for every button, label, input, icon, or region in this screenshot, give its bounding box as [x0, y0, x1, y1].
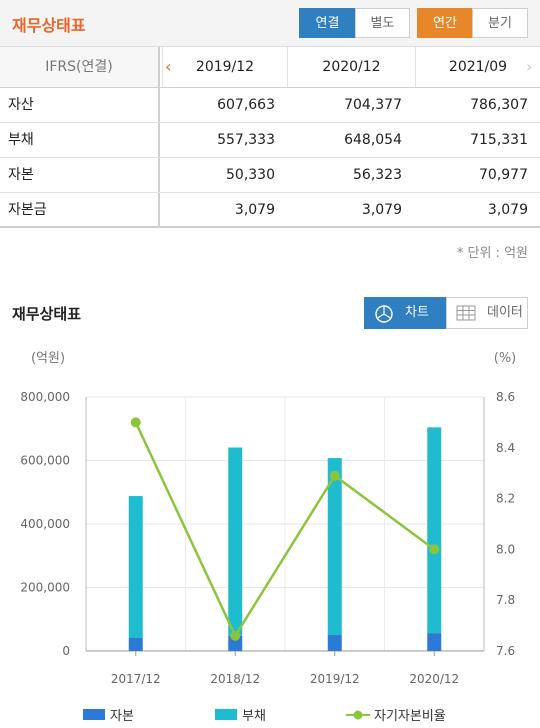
table-cell: 715,331 — [470, 132, 528, 148]
legend-label-equity-ratio: 자기자본비율 — [374, 709, 446, 724]
row-label: 자본 — [0, 158, 160, 192]
table-cell: 70,977 — [479, 167, 528, 183]
pie-chart-icon — [374, 304, 394, 336]
y-right-tick-label: 8.2 — [496, 492, 515, 506]
column-header: 2019/12 — [162, 47, 287, 87]
table-header-label: IFRS(연결) — [0, 47, 160, 87]
y-right-tick-label: 7.6 — [496, 644, 515, 658]
quarterly-button[interactable]: 분기 — [472, 8, 528, 38]
legend-label-equity: 자본 — [110, 709, 134, 724]
table-cell: 607,663 — [217, 97, 275, 113]
row-label: 자본금 — [0, 193, 160, 226]
y-left-unit-label: (억원) — [31, 351, 65, 366]
legend-swatch-liabilities — [215, 709, 237, 720]
separate-button[interactable]: 별도 — [355, 8, 410, 38]
table-cell: 557,333 — [217, 132, 275, 148]
equity-ratio-point — [429, 544, 440, 555]
table-header-row: IFRS(연결) ‹ 2019/12 2020/12 2021/09 › — [0, 47, 540, 88]
table-grid-icon — [456, 304, 476, 334]
table-row: 자본금 3,079 3,079 3,079 — [0, 193, 540, 228]
bar-liabilities — [228, 447, 243, 636]
consolidated-button[interactable]: 연결 — [299, 8, 356, 38]
table-cell: 786,307 — [470, 97, 528, 113]
y-left-tick-label: 0 — [62, 644, 70, 658]
chart-toggle-label: 차트 — [405, 305, 429, 320]
annual-button[interactable]: 연간 — [417, 8, 473, 38]
table-cell: 704,377 — [344, 97, 402, 113]
table-cell: 50,330 — [226, 167, 275, 183]
x-tick-label: 2019/12 — [310, 672, 360, 686]
table-cell: 3,079 — [361, 202, 402, 218]
data-toggle-label: 데이터 — [487, 305, 523, 320]
chart-section-title: 재무상태표 — [12, 305, 82, 323]
equity-ratio-point — [230, 630, 241, 641]
y-right-unit-label: (%) — [494, 351, 517, 366]
table-row: 부채 557,333 648,054 715,331 — [0, 123, 540, 158]
x-tick-label: 2017/12 — [111, 672, 161, 686]
page-title: 재무상태표 — [12, 16, 86, 35]
column-header: 2021/09 — [415, 47, 540, 87]
next-arrow-icon[interactable]: › — [526, 57, 533, 76]
unit-note: * 단위 : 억원 — [456, 246, 528, 261]
bar-liabilities — [327, 458, 342, 636]
x-tick-label: 2020/12 — [409, 672, 459, 686]
table-cell: 3,079 — [234, 202, 275, 218]
bar-liabilities — [427, 427, 442, 634]
y-right-tick-label: 7.8 — [496, 593, 515, 607]
equity-ratio-line — [134, 421, 435, 639]
bar-equity — [327, 635, 342, 651]
bar-liabilities — [128, 496, 143, 638]
financial-chart: (억원) (%) 800,000 600,000 400,000 200,000 0 8.6 8… — [20, 351, 517, 686]
bar-equity — [128, 637, 143, 651]
y-left-tick-label: 600,000 — [20, 454, 70, 468]
prev-arrow-icon[interactable]: ‹ — [165, 57, 172, 76]
row-label: 부채 — [0, 123, 160, 157]
y-left-tick-label: 800,000 — [20, 390, 70, 404]
column-header: 2020/12 — [287, 47, 415, 87]
bar-equity — [228, 635, 243, 651]
legend-swatch-equity — [83, 709, 105, 720]
table-cell: 56,323 — [353, 167, 402, 183]
y-left-tick-label: 400,000 — [20, 517, 70, 531]
legend-swatch-equity-ratio — [346, 710, 370, 720]
table-cell: 3,079 — [487, 202, 528, 218]
y-right-tick-label: 8.6 — [496, 390, 515, 404]
x-tick-label: 2018/12 — [210, 672, 260, 686]
equity-ratio-point — [329, 470, 340, 481]
row-label: 자산 — [0, 88, 160, 122]
y-right-tick-label: 8.4 — [496, 441, 515, 455]
y-right-tick-label: 8.0 — [496, 542, 515, 556]
table-cell: 648,054 — [344, 132, 402, 148]
legend-label-liabilities: 부채 — [242, 709, 266, 724]
equity-ratio-point — [130, 417, 141, 428]
y-left-tick-label: 200,000 — [20, 581, 70, 595]
table-row: 자산 607,663 704,377 786,307 — [0, 88, 540, 123]
data-toggle-button[interactable]: 데이터 — [446, 297, 528, 329]
table-row: 자본 50,330 56,323 70,977 — [0, 158, 540, 193]
bar-equity — [427, 633, 442, 651]
chart-toggle-button[interactable]: 차트 — [364, 297, 446, 329]
page-header: 재무상태표 연결 별도 연간 분기 — [0, 0, 540, 47]
